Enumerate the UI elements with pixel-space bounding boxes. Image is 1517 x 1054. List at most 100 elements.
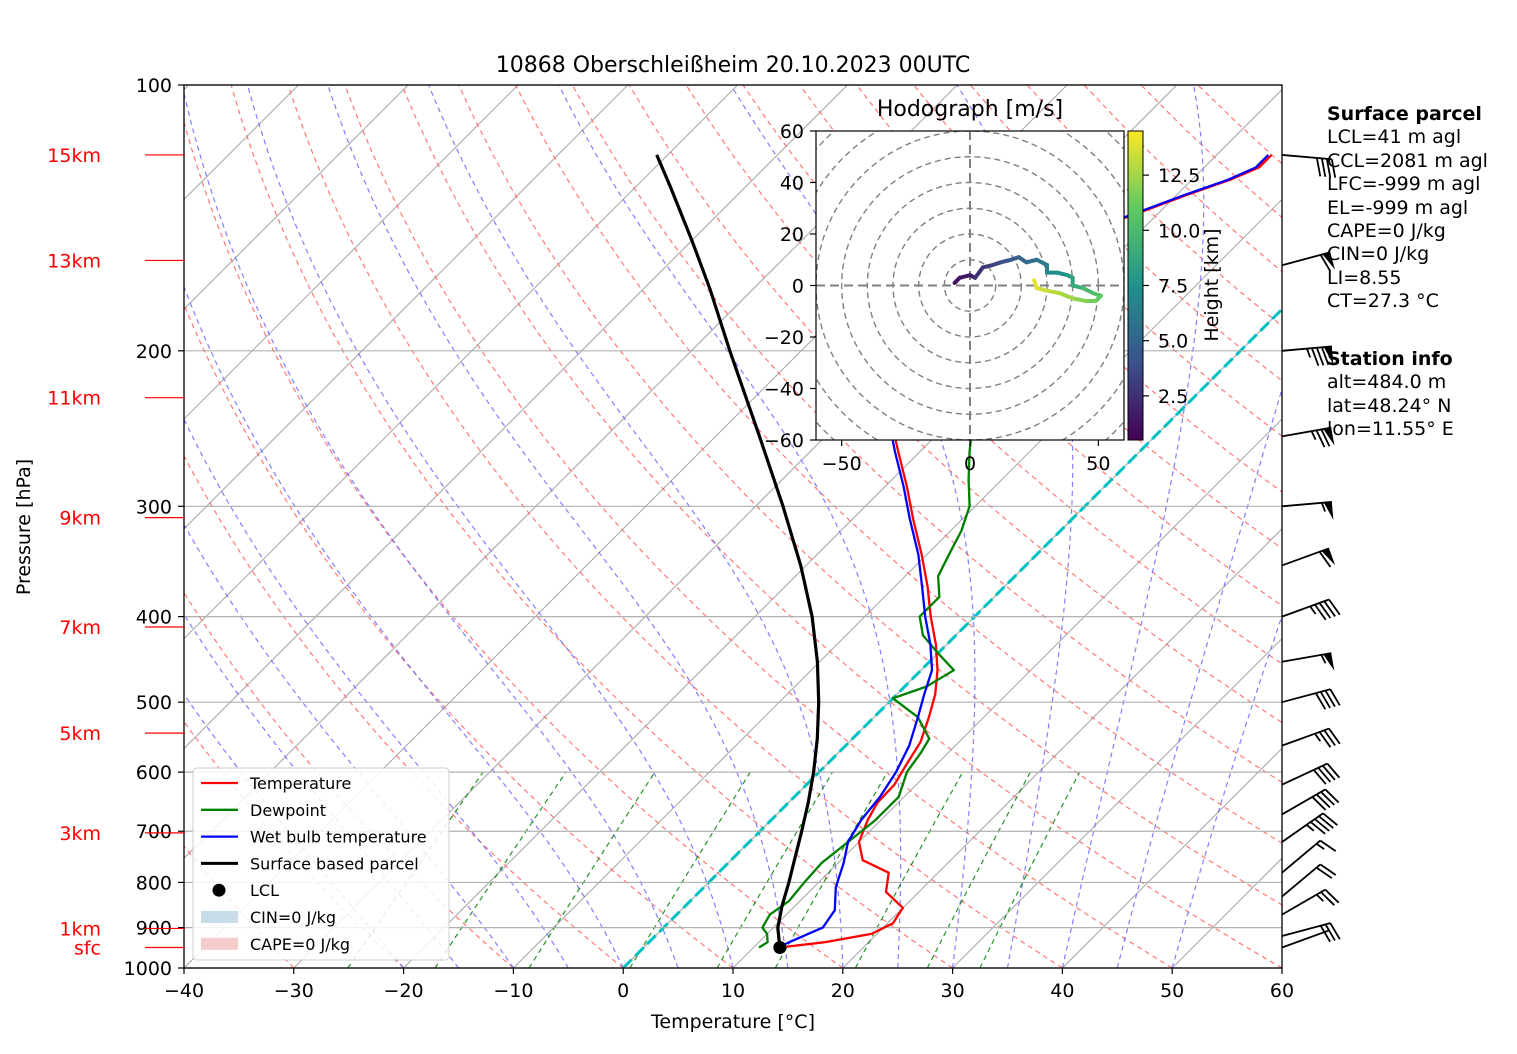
x-tick-label: 30 [941, 980, 965, 1002]
barb-full [1320, 791, 1335, 806]
wind-barbs [1281, 154, 1341, 949]
barb-flag [1323, 653, 1335, 671]
y-tick-label: 200 [136, 341, 172, 363]
zero-isotherm [622, 307, 1282, 968]
legend-swatch [212, 883, 226, 897]
legend-label: Temperature [249, 774, 351, 793]
hodograph-y-tick-label: 40 [780, 173, 804, 195]
moist-adiabat [956, 85, 1074, 968]
barb-staff [1281, 154, 1332, 161]
wind-barb [1281, 598, 1341, 621]
legend-box [192, 767, 450, 961]
height-label: 11km [47, 388, 101, 410]
y-tick-label: 400 [136, 607, 172, 629]
dry-adiabat [184, 454, 624, 968]
legend-label: CAPE=0 J/kg [250, 935, 350, 954]
legend-swatch [201, 911, 238, 923]
isotherm [184, 85, 519, 420]
barb-full [1319, 925, 1331, 943]
station-lat: lat=48.24° N [1327, 394, 1452, 417]
x-tick-label: −40 [164, 980, 204, 1002]
hodograph-x-tick-label: 50 [1086, 453, 1110, 475]
hodograph-y-tick-label: 60 [780, 121, 804, 143]
barb-half [1306, 348, 1312, 358]
barb-staff [1281, 863, 1321, 898]
hodograph-y-tick-label: 20 [780, 224, 804, 246]
barb-staff [1281, 501, 1332, 508]
dry-adiabat [401, 85, 1282, 968]
dry-adiabat [230, 85, 953, 968]
hodograph-y-tick-label: −40 [764, 379, 804, 401]
height-label: 13km [47, 250, 101, 272]
barb-staff [1281, 251, 1331, 267]
wind-barb [1281, 727, 1341, 748]
hodograph-y-tick-label: −60 [764, 430, 804, 452]
wind-barb [1281, 929, 1330, 949]
x-tick-label: −30 [274, 980, 314, 1002]
barb-staff [1281, 839, 1321, 874]
barb-full [1324, 690, 1336, 708]
barb-full [1321, 347, 1330, 366]
barb-staff [1281, 727, 1330, 747]
barb-half [1316, 893, 1324, 902]
x-tick-label: 10 [721, 980, 745, 1002]
y-tick-label: 700 [136, 821, 172, 843]
colorbar-tick-label: 10.0 [1158, 220, 1200, 242]
y-axis-label: Pressure [hPa] [13, 459, 35, 595]
barb-full [1320, 891, 1335, 906]
mixing-ratio-line [629, 771, 751, 968]
station-lon: lon=11.55° E [1327, 418, 1454, 441]
legend-swatch [201, 937, 238, 950]
height-label: 5km [59, 723, 101, 745]
isotherm [184, 85, 629, 530]
barb-full [1323, 600, 1336, 617]
mixing-ratio-line [926, 771, 1031, 968]
parcel-li: LI=8.55 [1327, 266, 1402, 289]
barb-full [1315, 429, 1326, 448]
barb-full [1314, 604, 1327, 621]
barb-full [1326, 762, 1341, 779]
dry-adiabat [856, 85, 1282, 493]
wind-barb [1281, 888, 1340, 916]
height-label: 7km [59, 617, 101, 639]
moist-adiabat [1171, 613, 1282, 968]
moist-adiabat [184, 90, 679, 968]
y-tick-label: 800 [136, 872, 172, 894]
legend-label: Dewpoint [250, 801, 326, 820]
barb-full [1319, 839, 1337, 852]
barb-full [1317, 767, 1332, 783]
barb-full [1320, 158, 1327, 177]
barb-staff [1281, 922, 1331, 937]
barb-flag [1323, 501, 1334, 520]
barb-staff [1281, 652, 1332, 663]
height-label: sfc [74, 938, 101, 960]
hodograph-x-tick-label: −50 [822, 453, 862, 475]
mixing-ratio-line [854, 771, 964, 968]
barb-full [1320, 429, 1331, 447]
wind-barb [1281, 547, 1336, 568]
lcl-marker [773, 941, 787, 955]
barb-staff [1281, 788, 1326, 816]
hodograph-segment [1045, 288, 1062, 296]
height-label: 9km [59, 508, 101, 530]
wind-barb [1281, 812, 1338, 843]
colorbar-tick-label: 12.5 [1158, 165, 1200, 187]
mixing-ratio-line [434, 771, 567, 968]
moist-adiabat [428, 85, 844, 968]
hodograph-segment [1057, 291, 1075, 301]
dry-adiabat [287, 85, 1063, 968]
barb-staff [1281, 888, 1326, 916]
height-label: 1km [59, 918, 101, 940]
isotherm [732, 418, 1282, 968]
moist-adiabat [327, 85, 789, 968]
parcel-lfc: LFC=-999 m agl [1327, 173, 1481, 196]
hodograph-segment [973, 265, 985, 280]
colorbar [1127, 130, 1144, 441]
x-tick-label: 20 [831, 980, 855, 1002]
station-info-title: Station info [1327, 348, 1453, 370]
barb-full [1315, 157, 1322, 177]
series-surface-based-parcel [655, 154, 821, 948]
moist-adiabat [558, 85, 902, 968]
